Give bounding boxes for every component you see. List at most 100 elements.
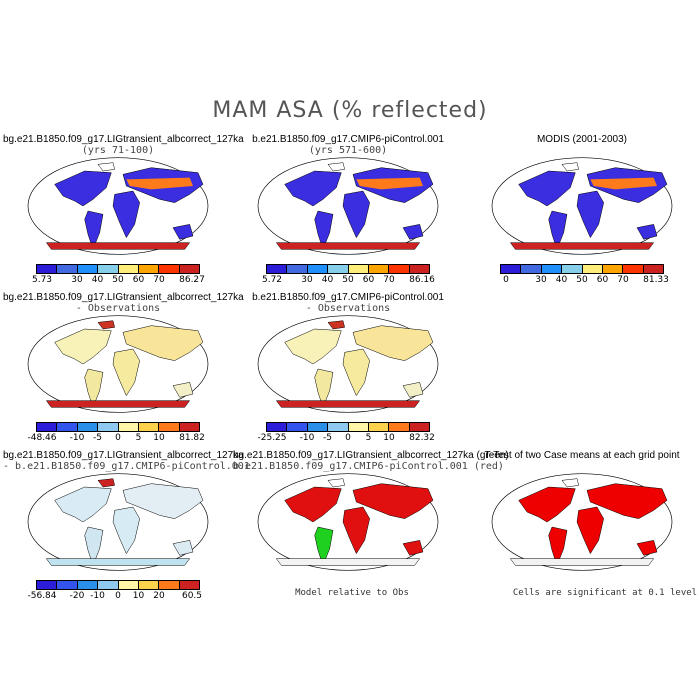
map-7 bbox=[27, 473, 209, 571]
landmass bbox=[284, 328, 342, 365]
landmass bbox=[352, 483, 434, 519]
panel-subtitle: b.e21.B1850.f09_g17.CMIP6-piControl.001 … bbox=[233, 461, 504, 472]
landmass bbox=[122, 325, 204, 361]
colorbar-swatch bbox=[307, 423, 329, 431]
landmass bbox=[342, 190, 370, 239]
colorbar-swatch bbox=[267, 265, 288, 273]
colorbar-ticks: 5.72 30 40 50 60 70 86.16 bbox=[262, 275, 435, 287]
map-9 bbox=[491, 473, 673, 571]
colorbar bbox=[36, 422, 200, 432]
colorbar-tick-label: 0 bbox=[115, 433, 121, 443]
colorbar-swatch bbox=[77, 581, 99, 589]
colorbar-tick-label: 50 bbox=[112, 275, 124, 285]
colorbar-swatch bbox=[409, 423, 429, 431]
landmass bbox=[172, 540, 194, 556]
landmass bbox=[327, 162, 345, 172]
landmass bbox=[576, 190, 604, 239]
colorbar-tick-label: 5 bbox=[135, 433, 142, 443]
colorbar-tick-label: 10 bbox=[383, 433, 395, 443]
panel-title: MODIS (2001-2003) bbox=[536, 134, 628, 145]
landmass bbox=[576, 506, 604, 555]
colorbar-swatch bbox=[98, 581, 119, 589]
landmass bbox=[402, 382, 424, 398]
colorbar-swatch bbox=[118, 265, 139, 273]
note-significance: Cells are significant at 0.1 level bbox=[512, 588, 698, 598]
colorbar-swatch bbox=[348, 265, 369, 273]
antarctica bbox=[509, 558, 655, 566]
figure-title: MAM ASA (% reflected) bbox=[212, 98, 488, 123]
colorbar-tick-label: 30 bbox=[71, 275, 83, 285]
panel-title: T-Test of two Case means at each grid po… bbox=[484, 450, 680, 461]
colorbar-tick-label: -5 bbox=[93, 433, 102, 443]
colorbar-tick-label: 20 bbox=[153, 591, 165, 601]
panel-title: bg.e21.B1850.f09_g17.LIGtransient_albcor… bbox=[3, 134, 244, 145]
colorbar-tick-label: -10 bbox=[299, 433, 315, 443]
colorbar-swatch bbox=[287, 423, 308, 431]
landmass bbox=[586, 483, 668, 519]
high-albedo-band bbox=[590, 177, 657, 190]
landmass bbox=[636, 224, 658, 240]
colorbar-tick-label: 30 bbox=[535, 275, 547, 285]
colorbar-tick-label: 70 bbox=[383, 275, 395, 285]
colorbar-swatch bbox=[57, 581, 78, 589]
landmass bbox=[518, 170, 576, 207]
landmass bbox=[112, 348, 140, 397]
colorbar-swatch bbox=[602, 265, 624, 273]
colorbar-tick-label: 40 bbox=[321, 275, 334, 285]
colorbar-swatch bbox=[179, 423, 199, 431]
colorbar-swatch bbox=[138, 265, 160, 273]
colorbar-swatch bbox=[57, 265, 78, 273]
landmass bbox=[402, 540, 424, 556]
colorbar-tick-label: 10 bbox=[153, 433, 165, 443]
landmass bbox=[172, 224, 194, 240]
colorbar-tick-label: 60.5 bbox=[181, 591, 203, 601]
colorbar-swatch bbox=[267, 423, 288, 431]
landmass bbox=[112, 190, 140, 239]
colorbar-tick-label: 60 bbox=[596, 275, 609, 285]
landmass bbox=[54, 328, 112, 365]
high-albedo-band bbox=[356, 177, 423, 190]
colorbar-swatch bbox=[389, 265, 410, 273]
panel-subtitle: (yrs 571-600) bbox=[308, 145, 388, 156]
colorbar-swatch bbox=[541, 265, 563, 273]
colorbar-tick-label: 70 bbox=[617, 275, 629, 285]
landmass bbox=[54, 486, 112, 523]
map-5 bbox=[257, 315, 439, 413]
colorbar-swatch bbox=[328, 423, 349, 431]
panel-subtitle: (yrs 71-100) bbox=[81, 145, 155, 156]
panel-title: bg.e21.B1850.f09_g17.LIGtransient_albcor… bbox=[3, 450, 244, 461]
colorbar-swatch bbox=[57, 423, 78, 431]
colorbar-tick-label: -25.25 bbox=[257, 433, 287, 443]
landmass bbox=[54, 170, 112, 207]
colorbar-tick-label: 0 bbox=[503, 275, 509, 285]
panel-title: bg.e21.B1850.f09_g17.LIGtransient_albcor… bbox=[3, 292, 244, 303]
colorbar-tick-label: 10 bbox=[132, 591, 145, 601]
colorbar-tick-label: 86.16 bbox=[409, 275, 435, 285]
colorbar-tick-label: -5 bbox=[323, 433, 332, 443]
colorbar-swatch bbox=[138, 581, 160, 589]
colorbar-ticks: -25.25 -10 -5 0 5 10 82.32 bbox=[257, 433, 434, 445]
panel-title: bg.e21.B1850.f09_g17.LIGtransient_albcor… bbox=[233, 450, 509, 461]
colorbar-swatch bbox=[98, 423, 119, 431]
landmass bbox=[342, 506, 370, 555]
landmass bbox=[561, 478, 579, 488]
colorbar-tick-label: 50 bbox=[576, 275, 588, 285]
map-8 bbox=[257, 473, 439, 571]
landmass bbox=[97, 162, 115, 172]
panel-title: b.e21.B1850.f09_g17.CMIP6-piControl.001 bbox=[252, 134, 444, 145]
colorbar-swatch bbox=[501, 265, 522, 273]
colorbar-swatch bbox=[37, 581, 58, 589]
map-1 bbox=[27, 157, 209, 255]
colorbar-swatch bbox=[159, 581, 180, 589]
antarctica bbox=[45, 242, 191, 250]
landmass bbox=[342, 348, 370, 397]
colorbar-swatch bbox=[328, 265, 349, 273]
landmass bbox=[112, 506, 140, 555]
map-3 bbox=[491, 157, 673, 255]
colorbar-swatch bbox=[643, 265, 663, 273]
colorbar-tick-label: 82.32 bbox=[409, 433, 435, 443]
colorbar-swatch bbox=[118, 581, 139, 589]
panel-subtitle: - Observations bbox=[305, 303, 391, 314]
note-model-relative: Model relative to Obs bbox=[295, 588, 409, 598]
colorbar-ticks: 0 30 40 50 60 70 81.33 bbox=[500, 275, 669, 287]
